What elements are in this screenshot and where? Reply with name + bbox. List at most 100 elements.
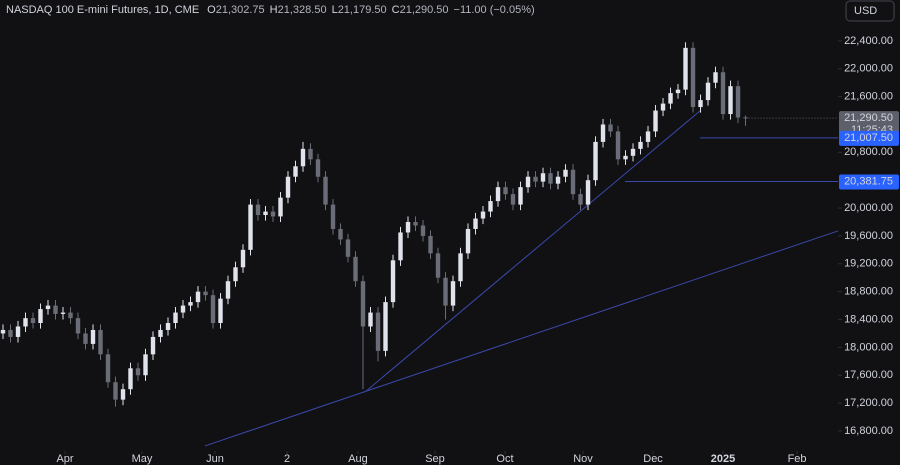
y-tick-label: 21,600.00 — [844, 91, 893, 103]
candle-body — [188, 302, 193, 306]
candle-body — [128, 368, 133, 390]
trendline — [364, 110, 701, 393]
candle-body — [443, 277, 448, 306]
candle-body — [143, 354, 148, 376]
y-tick-label: 19,600.00 — [844, 230, 893, 242]
candle-body — [698, 100, 703, 108]
candle-body — [518, 187, 523, 205]
y-tick-label: 18,000.00 — [844, 341, 893, 353]
currency[interactable]: USD — [854, 5, 877, 17]
y-tick-label: 20,000.00 — [844, 202, 893, 214]
candle-body — [540, 173, 546, 182]
x-tick-label: 2 — [284, 453, 290, 465]
x-tick-label: Aug — [348, 453, 368, 465]
candle-body — [83, 333, 88, 344]
candle-body — [30, 318, 36, 324]
level-label: 20,381.75 — [844, 175, 893, 187]
x-tick-label: Oct — [496, 453, 513, 465]
candle-body — [38, 309, 43, 324]
candle-body — [555, 176, 561, 184]
candle-body — [240, 249, 246, 268]
candle-body — [495, 187, 501, 202]
candle-body — [113, 382, 118, 400]
y-tick-label: 16,800.00 — [844, 425, 893, 437]
level-box — [839, 130, 899, 146]
candle-body — [360, 281, 366, 327]
candle-body — [225, 281, 231, 299]
candle-body — [585, 180, 591, 205]
candle-body — [98, 329, 103, 355]
candle-body — [593, 141, 598, 181]
candle-body — [330, 204, 336, 229]
candle-body — [405, 222, 411, 233]
ohlc-value: 21,328.50 — [278, 4, 327, 16]
candle-body — [525, 176, 531, 188]
candle-body — [465, 228, 471, 254]
candle-body — [653, 110, 658, 132]
candle-body — [60, 312, 66, 314]
ohlc-value: 21,290.50 — [400, 4, 449, 16]
header: NASDAQ 100 E-mini Futures, 1D, CME O21,30… — [6, 4, 535, 16]
candle-body — [638, 141, 643, 149]
candle-body — [458, 253, 463, 282]
candle-body — [480, 211, 486, 219]
candle-body — [683, 47, 688, 90]
plot-area — [0, 42, 839, 447]
candle-body — [398, 232, 403, 261]
candle-body — [180, 305, 186, 313]
candle-body — [713, 72, 718, 83]
candle-body — [720, 72, 726, 115]
candle-body — [218, 298, 223, 324]
currency-button[interactable] — [845, 0, 895, 22]
x-tick-label: Nov — [573, 453, 593, 465]
candle-body — [45, 305, 51, 310]
candle-body — [150, 336, 156, 355]
x-tick-label: Jun — [206, 453, 224, 465]
candle-body — [248, 204, 253, 250]
candle-body — [68, 312, 73, 319]
y-tick-label: 19,200.00 — [844, 258, 893, 270]
candle-body — [278, 197, 283, 217]
candle-body — [690, 47, 696, 108]
candle-body — [173, 312, 178, 324]
candle-body — [345, 239, 351, 257]
candle-body — [428, 235, 433, 254]
candle-body — [158, 329, 163, 337]
x-tick-label: Apr — [56, 453, 73, 465]
y-tick-label: 22,000.00 — [844, 63, 893, 75]
ohlc-key: O — [207, 4, 216, 16]
candle-body — [623, 155, 628, 160]
candle-body — [615, 131, 621, 160]
candle-body — [300, 148, 306, 167]
candle-body — [8, 329, 13, 337]
candle-body — [233, 267, 238, 282]
candle-body — [195, 291, 201, 303]
y-tick-label: 17,600.00 — [844, 369, 893, 381]
candle-body — [705, 82, 711, 101]
candle-body — [735, 86, 741, 118]
x-tick-label: 2025 — [711, 453, 735, 465]
candle-body — [315, 159, 321, 177]
symbol: NASDAQ 100 E-mini Futures, 1D, CME — [6, 4, 199, 16]
level-label: 21,007.50 — [844, 132, 893, 144]
candle-body — [270, 211, 276, 217]
candle-body — [368, 312, 373, 327]
last-price-label: 21,290.50 — [844, 112, 893, 124]
y-tick-label: 17,200.00 — [844, 397, 893, 409]
ohlc-key: L — [332, 4, 338, 16]
candle-body — [578, 194, 583, 205]
candle-body — [383, 302, 388, 351]
ohlc-value: 21,179.50 — [338, 4, 387, 16]
candle-body — [120, 389, 126, 400]
y-tick-label: 18,400.00 — [844, 313, 893, 325]
candle-body — [285, 176, 291, 198]
y-tick-label: 18,800.00 — [844, 286, 893, 298]
candle-body — [420, 225, 426, 236]
candle-body — [570, 169, 576, 195]
x-tick-label: May — [132, 453, 153, 465]
candle-body — [630, 148, 636, 156]
candle-body — [203, 291, 208, 296]
candle-body — [488, 201, 493, 212]
candle-body — [23, 318, 28, 327]
candle-body — [645, 131, 651, 142]
